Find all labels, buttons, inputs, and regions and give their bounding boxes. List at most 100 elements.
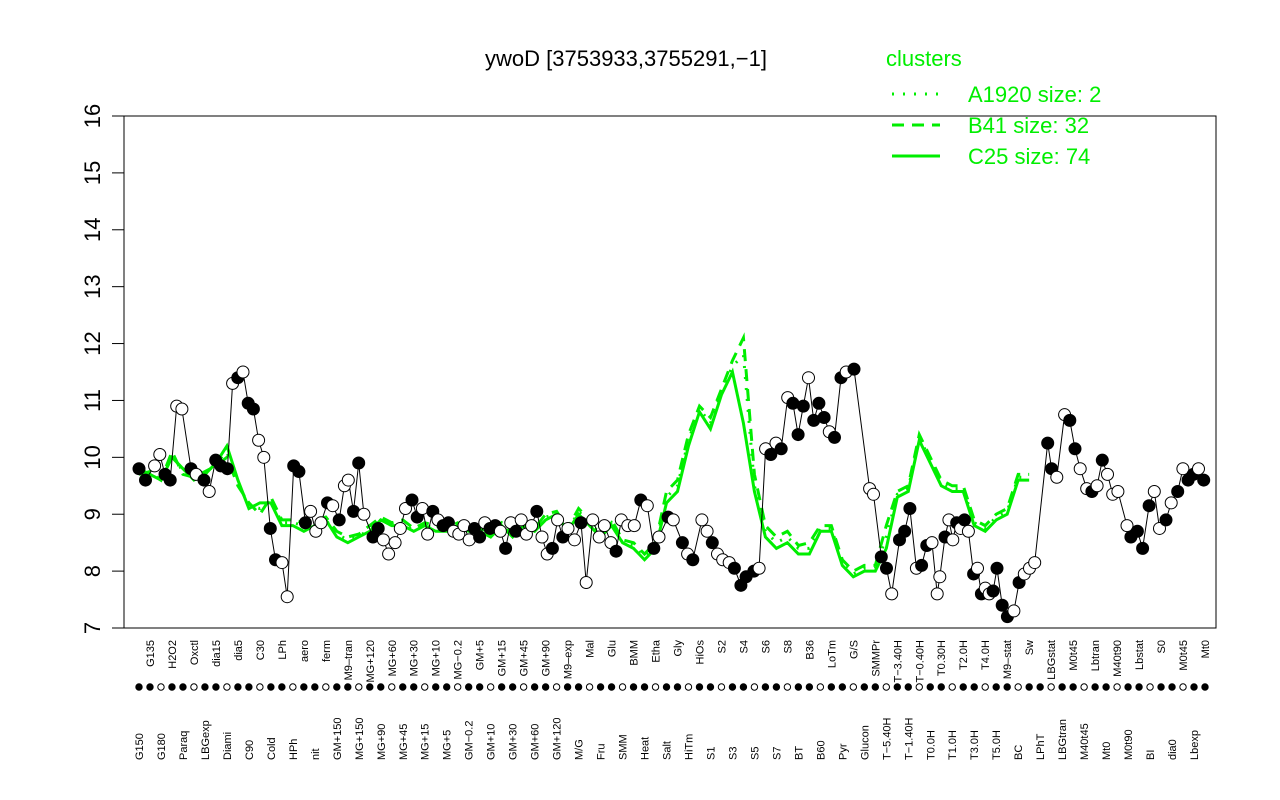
- condition-label: M40t45: [1079, 723, 1091, 760]
- condition-label: S7: [771, 747, 783, 760]
- condition-label: MG+30: [409, 640, 421, 676]
- data-point: [1095, 453, 1109, 467]
- condition-marker: [519, 683, 528, 691]
- condition-marker: [695, 683, 704, 691]
- condition-label: Pyr: [837, 743, 849, 760]
- condition-label: GM+90: [541, 640, 553, 676]
- condition-label: H2O2: [167, 640, 179, 669]
- data-point: [1090, 479, 1104, 493]
- condition-marker: [377, 683, 385, 691]
- condition-label: M0t45: [1068, 640, 1080, 671]
- condition-label: dia5: [233, 640, 245, 661]
- condition-marker: [486, 683, 495, 691]
- condition-marker: [475, 683, 484, 691]
- condition-label: Glu: [607, 640, 619, 657]
- condition-label: S2: [716, 640, 728, 653]
- y-tick-label: 14: [80, 218, 105, 242]
- condition-label: Diami: [222, 732, 234, 760]
- condition-label: BI: [1145, 750, 1157, 760]
- condition-label: GM−0.2: [464, 721, 476, 760]
- condition-marker: [651, 683, 660, 691]
- condition-label: Fru: [596, 744, 608, 761]
- series-dashed-line: [138, 332, 1030, 573]
- condition-marker: [1080, 683, 1088, 691]
- data-point: [796, 399, 810, 413]
- data-point: [257, 450, 271, 464]
- condition-label: MG+45: [398, 724, 410, 760]
- condition-label: Mal: [585, 640, 597, 658]
- data-point: [551, 513, 565, 527]
- condition-marker: [970, 683, 978, 691]
- y-tick-label: 16: [80, 104, 105, 128]
- data-point: [925, 536, 939, 550]
- condition-label: BT: [793, 746, 805, 760]
- condition-label: MG+120: [365, 640, 377, 683]
- data-point: [586, 513, 600, 527]
- condition-label: Paraq: [178, 731, 190, 760]
- condition-marker: [761, 683, 770, 691]
- condition-marker: [728, 683, 737, 691]
- y-tick-label: 9: [80, 508, 105, 520]
- data-point: [652, 530, 666, 544]
- data-point: [1171, 484, 1185, 498]
- condition-marker: [563, 683, 572, 691]
- condition-label: B36: [804, 640, 816, 660]
- y-tick-label: 8: [80, 565, 105, 577]
- data-point: [1142, 499, 1156, 513]
- condition-marker: [926, 683, 934, 691]
- y-tick-label: 11: [80, 389, 105, 412]
- data-point: [399, 502, 412, 516]
- condition-label: T0.30H: [936, 640, 948, 676]
- points-layer: [132, 362, 1211, 624]
- legend: clusters A1920 size: 2 B41 size: 32 C25 …: [886, 46, 1101, 169]
- data-point: [1176, 462, 1190, 476]
- y-tick-label: 12: [80, 331, 105, 355]
- condition-marker: [399, 683, 407, 691]
- condition-label: dia15: [211, 640, 223, 667]
- legend-entry-c25: C25 size: 74: [968, 144, 1090, 169]
- condition-marker: [508, 683, 517, 691]
- condition-marker: [783, 683, 792, 691]
- y-tick-label: 13: [80, 274, 105, 298]
- condition-label: aero: [299, 640, 311, 662]
- data-point: [514, 513, 528, 527]
- condition-label: S5: [749, 747, 761, 760]
- condition-label: LoTm: [826, 640, 838, 668]
- condition-label: Lbexp: [1189, 730, 1201, 760]
- condition-marker: [1091, 683, 1099, 691]
- data-point: [933, 570, 947, 584]
- data-point: [220, 462, 234, 476]
- condition-label: GM+150: [332, 718, 344, 761]
- condition-marker: [366, 683, 374, 691]
- data-point: [1028, 556, 1042, 570]
- condition-marker: [552, 683, 561, 691]
- condition-marker: [355, 683, 363, 691]
- data-point: [898, 524, 912, 538]
- data-point: [1041, 436, 1055, 450]
- condition-label: GM+10: [486, 724, 498, 760]
- y-axis: 7 8 9 10 11 12 13 14 15 16: [80, 104, 124, 634]
- condition-label: M9–exp: [563, 640, 575, 679]
- data-point: [958, 513, 971, 527]
- condition-marker: [1201, 683, 1209, 691]
- condition-label: LPhT: [1035, 733, 1047, 760]
- condition-label: Sw: [1024, 640, 1036, 655]
- condition-marker: [904, 683, 912, 691]
- condition-marker: [772, 683, 781, 691]
- condition-marker: [267, 683, 275, 691]
- condition-label: T2.0H: [958, 640, 970, 670]
- condition-label: Glucon: [859, 725, 871, 760]
- condition-marker: [849, 683, 858, 691]
- data-point: [812, 396, 826, 410]
- data-point: [393, 521, 407, 535]
- condition-marker: [223, 683, 231, 691]
- condition-marker: [464, 683, 473, 691]
- data-point: [314, 516, 328, 530]
- condition-label: LBGexp: [200, 720, 212, 760]
- data-point: [705, 536, 719, 550]
- condition-label: BC: [1013, 745, 1025, 760]
- condition-marker: [750, 683, 759, 691]
- condition-marker: [421, 683, 429, 691]
- data-point: [686, 553, 700, 567]
